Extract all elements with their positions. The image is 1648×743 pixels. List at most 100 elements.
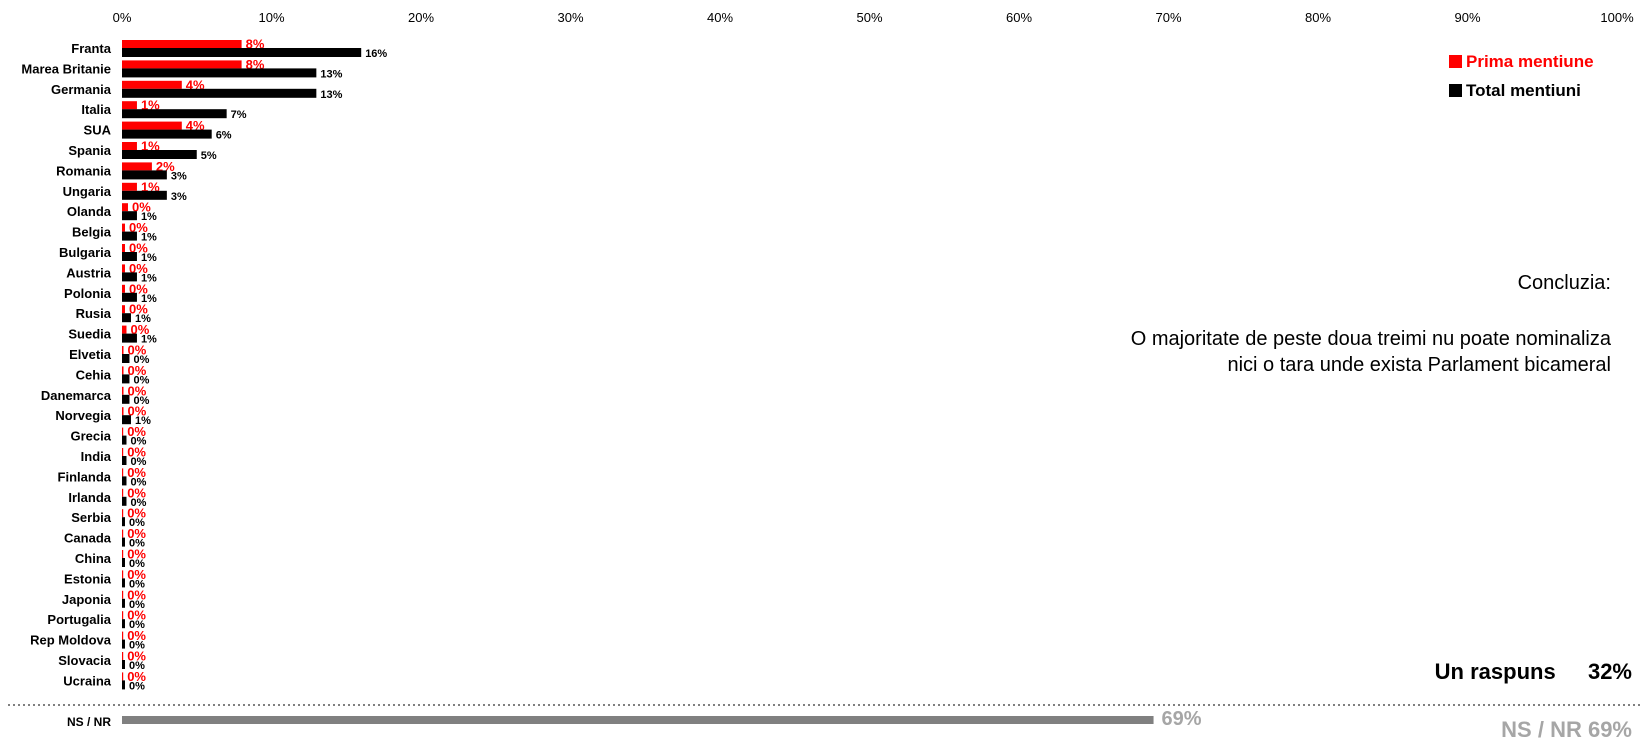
conclusion-line-1: O majoritate de peste doua treimi nu poa… (1130, 328, 1611, 350)
nsnr-category-label: NS / NR (67, 715, 111, 729)
x-tick-label: 60% (1006, 10, 1032, 25)
bar-prima-mentiune (122, 142, 137, 150)
category-label: Polonia (64, 286, 112, 301)
category-label: Bulgaria (59, 245, 112, 260)
data-label-prima: 0% (127, 547, 146, 562)
bar-prima-mentiune (122, 468, 124, 477)
legend-item-total: Total mentiuni (1449, 81, 1581, 101)
data-label-prima: 1% (141, 98, 160, 113)
bar-prima-mentiune (122, 223, 125, 232)
data-label-total: 0% (129, 558, 145, 570)
data-label-prima: 0% (127, 628, 146, 643)
bar-prima-mentiune (122, 203, 128, 212)
data-label-total: 0% (130, 497, 146, 509)
category-label: Rusia (76, 306, 112, 321)
bar-prima-mentiune (122, 652, 124, 660)
nsnr-group: NS / NR 69% (67, 708, 1202, 730)
data-label-prima: 0% (127, 608, 146, 623)
data-label-total: 0% (129, 660, 145, 672)
legend-swatch-black (1449, 84, 1462, 97)
category-label: Finlanda (58, 469, 112, 484)
bar-total-mentiuni (122, 272, 137, 282)
data-label-prima: 0% (129, 241, 148, 256)
data-label-total: 1% (141, 334, 157, 346)
data-label-prima: 0% (129, 302, 148, 317)
bar-prima-mentiune (122, 264, 125, 273)
data-label-total: 16% (365, 48, 387, 60)
category-label: Cehia (76, 367, 112, 382)
bar-total-mentiuni (122, 190, 167, 200)
data-label-total: 7% (231, 109, 247, 121)
bar-prima-mentiune (122, 305, 125, 314)
category-label: Irlanda (68, 490, 111, 505)
conclusion-line-2: nici o tara unde exista Parlament bicame… (1227, 354, 1611, 376)
bar-prima-mentiune (122, 529, 124, 538)
bar-prima-mentiune (122, 386, 124, 395)
data-label-total: 0% (129, 619, 145, 631)
legend-label-total: Total mentiuni (1466, 81, 1581, 100)
bar-prima-mentiune (122, 550, 124, 558)
data-label-total: 1% (141, 232, 157, 244)
bar-total-mentiuni (122, 558, 125, 567)
category-label: Marea Britanie (21, 61, 111, 76)
data-label-total: 0% (129, 680, 145, 692)
x-tick-label: 10% (258, 10, 284, 25)
category-label: Austria (66, 265, 112, 280)
x-tick-label: 40% (707, 10, 733, 25)
bar-total-mentiuni (122, 456, 127, 465)
bar-total-mentiuni (122, 517, 125, 527)
data-label-prima: 0% (127, 587, 146, 602)
legend-2: Total mentiuni (1449, 81, 1581, 101)
bar-prima-mentiune (122, 509, 124, 518)
data-label-prima: 0% (127, 363, 146, 378)
data-label-prima: 0% (127, 383, 146, 398)
data-label-total: 13% (320, 89, 342, 101)
bars: Franta 8% 16% Marea Britanie 8% 13% Germania 4%… (21, 37, 387, 693)
bar-prima-mentiune (122, 182, 137, 191)
data-label-total: 0% (133, 374, 149, 386)
bar-total-mentiuni (122, 435, 127, 445)
bar-prima-mentiune (122, 244, 125, 252)
answer-label: Un raspuns (1434, 659, 1556, 684)
data-label-prima: 0% (127, 526, 146, 541)
conclusion-heading: Concluzia: (1517, 272, 1611, 294)
category-label: SUA (84, 123, 112, 138)
bar-prima-mentiune (122, 672, 124, 681)
bar-total-mentiuni (122, 68, 317, 78)
data-label-prima: 0% (127, 343, 146, 358)
data-label-total: 1% (141, 252, 157, 264)
category-label: Estonia (64, 571, 112, 586)
bar-prima-mentiune (122, 80, 182, 89)
x-tick-label: 0% (113, 10, 132, 25)
bar-total-mentiuni (122, 150, 197, 159)
bar-total-mentiuni (122, 88, 317, 98)
data-label-prima: 8% (246, 57, 265, 72)
category-label: Japonia (62, 592, 112, 607)
answer-value: 32% (1587, 659, 1632, 684)
bar-prima-mentiune (122, 121, 182, 130)
bar-total-mentiuni (122, 211, 137, 221)
bar-total-mentiuni (122, 231, 137, 241)
category-label: Belgia (72, 225, 112, 240)
bar-prima-mentiune (122, 325, 127, 334)
bar-prima-mentiune (122, 162, 152, 171)
data-label-prima: 4% (186, 118, 205, 133)
data-label-total: 1% (141, 211, 157, 223)
data-label-total: 0% (129, 599, 145, 611)
data-label-prima: 0% (127, 404, 146, 419)
x-tick-label: 30% (557, 10, 583, 25)
bar-prima-mentiune (122, 631, 124, 640)
answer-summary: Un raspuns 32% (1435, 659, 1632, 685)
bar-total-mentiuni (122, 374, 130, 384)
bar-total-mentiuni (122, 578, 125, 588)
data-label-total: 1% (135, 415, 151, 427)
category-label: Norvegia (55, 408, 111, 423)
category-label: Spania (68, 143, 111, 158)
data-label-prima: 1% (141, 179, 160, 194)
bar-total-mentiuni (122, 170, 167, 180)
category-label: China (75, 551, 112, 566)
data-label-total: 5% (201, 150, 217, 162)
category-label: Grecia (71, 429, 112, 444)
bar-prima-mentiune (122, 284, 125, 293)
